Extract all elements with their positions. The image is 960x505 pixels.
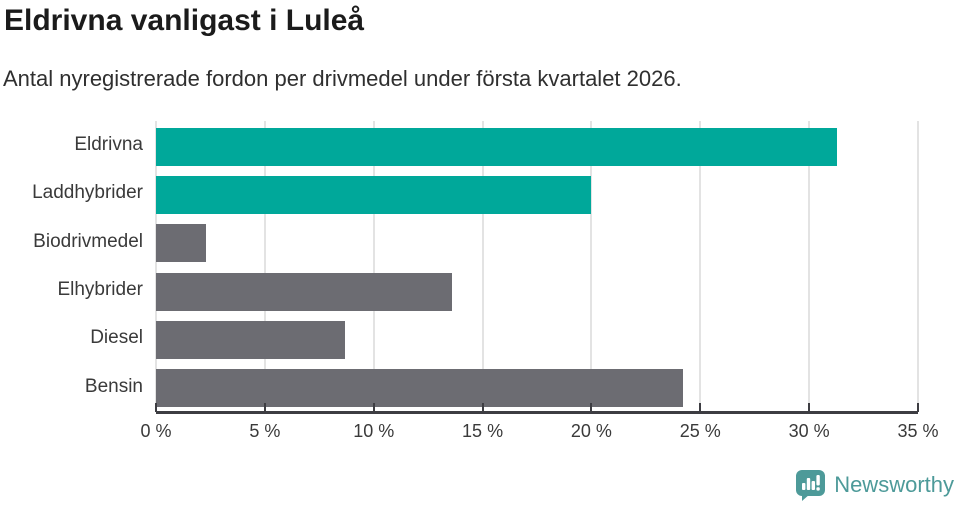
category-label: Bensin bbox=[84, 375, 143, 397]
bar-biodrivmedel bbox=[156, 224, 207, 263]
category-label: Elhybrider bbox=[57, 279, 143, 301]
axis-tick-5 bbox=[263, 403, 266, 412]
category-label: Eldrivna bbox=[74, 134, 143, 156]
bar-rows: Eldrivna Laddhybrider Biodrivmedel Elhybrid… bbox=[32, 121, 918, 411]
x-axis-line bbox=[156, 411, 918, 414]
gridline-10 bbox=[372, 121, 375, 411]
chart-subtitle: Antal nyregistrerade fordon per drivmede… bbox=[3, 66, 682, 91]
axis-tick-label: 35 % bbox=[897, 421, 939, 441]
axis-tick-label: 0 % bbox=[140, 421, 172, 441]
axis-tick-label: 5 % bbox=[249, 421, 281, 441]
newsworthy-branding: Newsworthy bbox=[795, 469, 954, 501]
gridline-20 bbox=[590, 121, 593, 411]
category-label: Laddhybrider bbox=[32, 182, 143, 204]
category-label: Biodrivmedel bbox=[33, 230, 143, 252]
axis-tick-25 bbox=[699, 403, 702, 412]
axis-tick-0 bbox=[155, 403, 157, 412]
axis-tick-label: 30 % bbox=[788, 421, 830, 441]
gridline-0 bbox=[155, 121, 157, 411]
plot-area: Eldrivna Laddhybrider Biodrivmedel Elhybrid… bbox=[32, 121, 939, 441]
axis-tick-15 bbox=[481, 403, 484, 412]
axis-tick-30 bbox=[808, 403, 811, 412]
newsworthy-logo-icon bbox=[796, 470, 826, 501]
gridline-15 bbox=[481, 121, 484, 411]
bar-row: Laddhybrider bbox=[32, 169, 918, 217]
bar-laddhybrider bbox=[156, 175, 592, 214]
axis-tick-10 bbox=[372, 403, 375, 412]
axis-tick-20 bbox=[590, 403, 593, 412]
bar-elhybrider bbox=[156, 272, 453, 311]
axis-tick-label: 25 % bbox=[679, 421, 721, 441]
axis-tick-label: 20 % bbox=[570, 421, 612, 441]
bar-row: Biodrivmedel bbox=[33, 218, 918, 266]
bar-row: Elhybrider bbox=[57, 266, 918, 314]
axis-tick-35 bbox=[917, 403, 919, 412]
category-label: Diesel bbox=[90, 327, 143, 349]
chart-title: Eldrivna vanligast i Luleå bbox=[4, 4, 365, 37]
gridline-35 bbox=[917, 121, 919, 411]
gridline-5 bbox=[263, 121, 266, 411]
bar-diesel bbox=[156, 320, 346, 359]
gridline-25 bbox=[699, 121, 702, 411]
bar-row: Eldrivna bbox=[74, 121, 918, 169]
bar-row: Bensin bbox=[85, 363, 918, 411]
bar-eldrivna bbox=[156, 127, 838, 166]
axis-tick-label: 15 % bbox=[462, 421, 504, 441]
bar-row: Diesel bbox=[90, 314, 918, 362]
newsworthy-logo-text: Newsworthy bbox=[834, 472, 954, 497]
bar-bensin bbox=[156, 369, 683, 408]
axis-tick-label: 10 % bbox=[353, 421, 395, 441]
gridline-30 bbox=[808, 121, 811, 411]
